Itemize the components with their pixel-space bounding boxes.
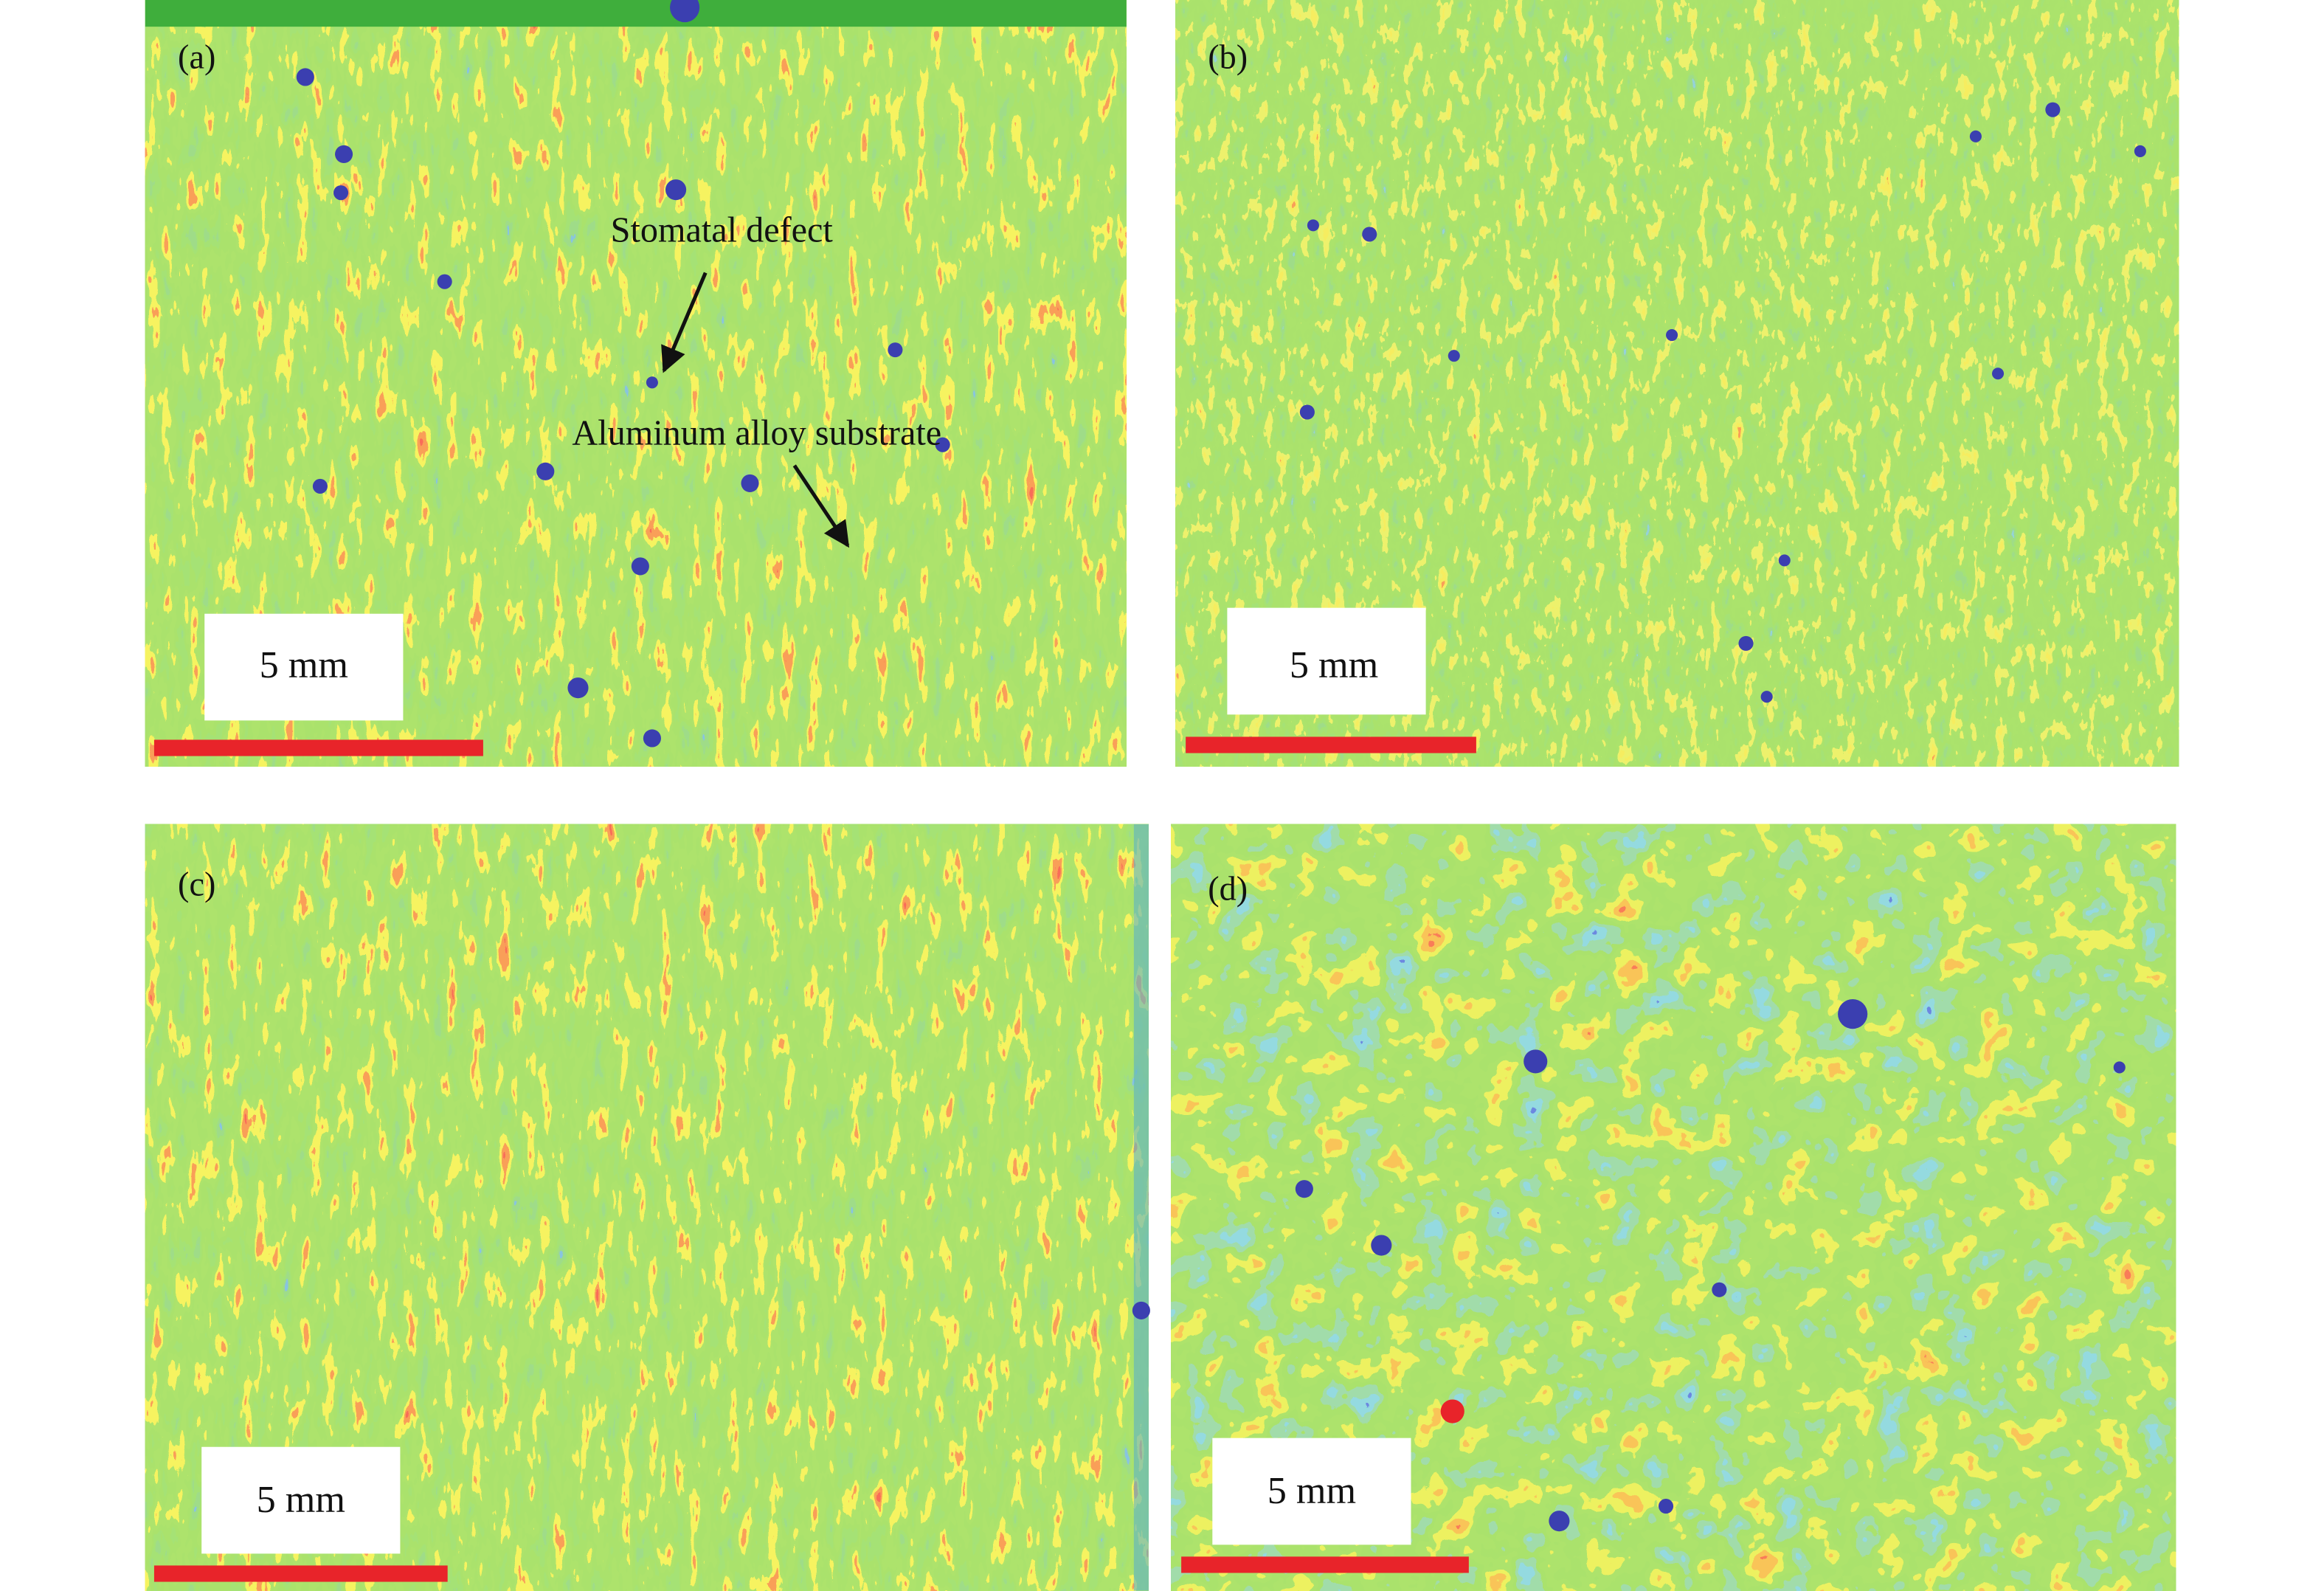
arrow [661,272,708,373]
panel-label: (c) [178,865,215,903]
defects [1299,102,2146,703]
panel-a: (a) Stomatal defect Aluminum alloy subst… [145,0,1127,767]
scale-bar [153,1565,448,1582]
scale-box [201,1446,401,1554]
defect [1132,1301,1150,1319]
scale-box [204,613,404,721]
panel-b: (b) 5 mm [1175,0,2179,767]
scale-box [1212,1438,1411,1545]
scale-label: 5 mm [260,643,348,686]
panel-label: (a) [178,38,215,75]
defects [1295,999,2126,1532]
panel-label: (b) [1208,38,1248,75]
annotation: Aluminum alloy substrate [572,414,941,453]
arrow [792,464,850,548]
annotation: Stomatal defect [611,210,834,249]
panel-c: (c) 5 mm [145,824,1150,1591]
top-band [145,0,1127,27]
scale-label: 5 mm [1268,1469,1356,1512]
panel-d: (d) 5 mm [1171,824,2176,1591]
scale-box [1227,607,1426,715]
defects [296,0,950,748]
scale-bar [153,739,483,756]
scale-bar [1186,736,1476,753]
scale-bar [1181,1556,1469,1573]
hot-spot [1440,1399,1464,1423]
scale-label: 5 mm [1290,643,1378,686]
edge-band [1133,824,1149,1591]
panel-label: (d) [1208,869,1248,907]
scale-label: 5 mm [257,1478,345,1521]
